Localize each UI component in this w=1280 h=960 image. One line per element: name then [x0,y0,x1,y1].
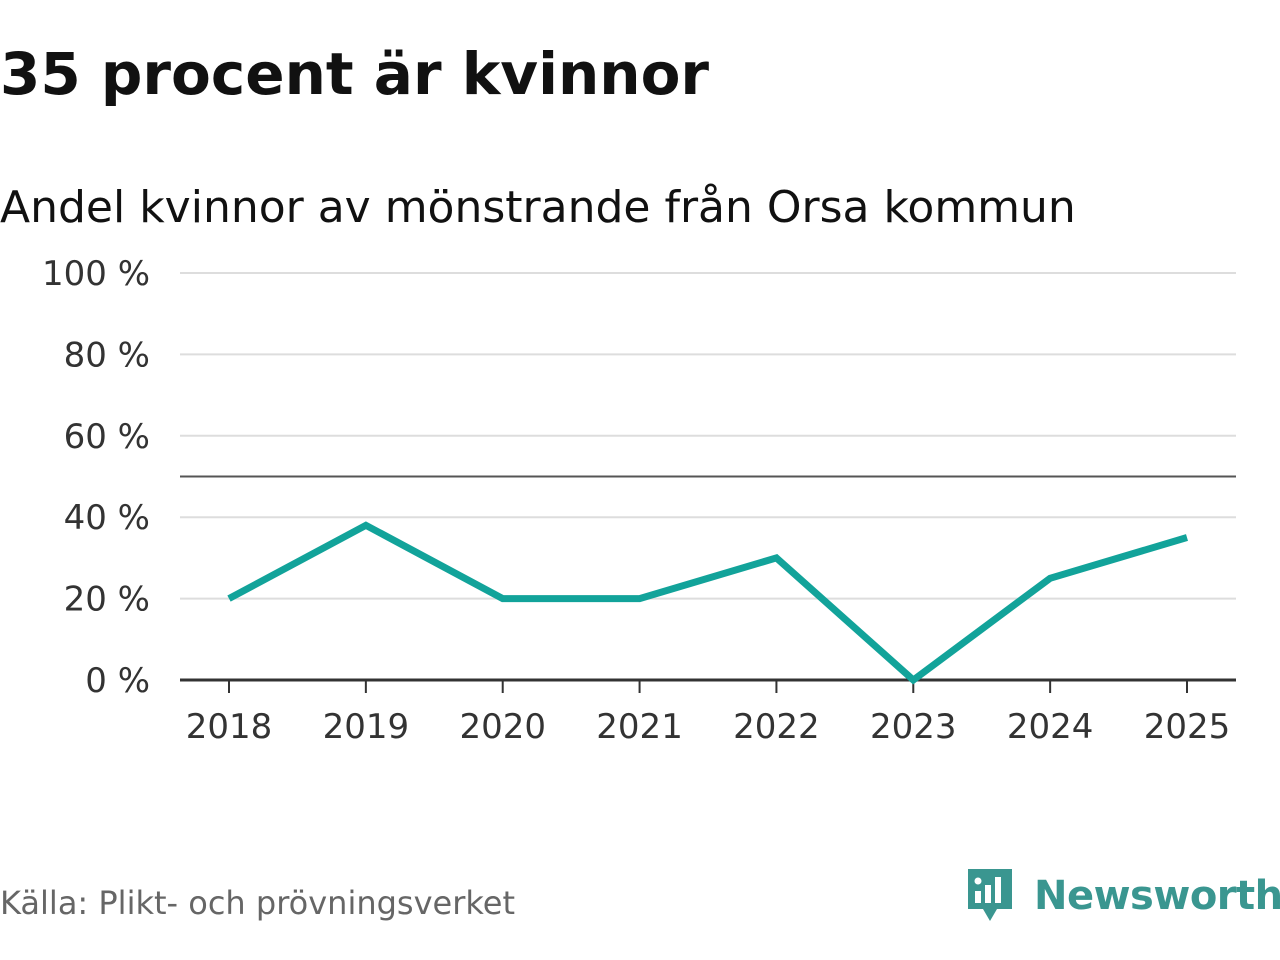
series-layer [227,521,1188,685]
newsworthy-logo-icon [968,869,1012,921]
x-tick-label: 2025 [1144,707,1231,747]
y-tick-label: 80 % [64,335,150,375]
series-line [227,521,1188,685]
source-note: Källa: Plikt- och prövningsverket [0,884,515,922]
y-tick-label: 40 % [64,498,150,538]
x-tick-label: 2023 [870,707,957,747]
x-tick-label: 2024 [1007,707,1094,747]
brand-logo[interactable]: Newsworthy [964,864,1280,928]
y-tick-labels: 0 % 20 % 40 % 60 % 80 % 100 % [42,254,150,701]
brand-name: Newsworthy [1034,873,1280,919]
y-tick-label: 20 % [64,580,150,620]
x-tick-label: 2019 [323,707,410,747]
chart-subtitle: Andel kvinnor av mönstrande från Orsa ko… [0,182,1076,233]
x-tick-labels: 2018 2019 2020 2021 2022 2023 2024 2025 [186,707,1231,747]
x-tick-label: 2022 [733,707,820,747]
chart-title: 35 procent är kvinnor [0,40,710,108]
y-tick-label: 100 % [42,254,150,294]
y-tick-label: 0 % [85,661,150,701]
x-tick-label: 2021 [596,707,683,747]
grid-layer [180,272,1236,600]
x-tick-label: 2020 [459,707,546,747]
y-tick-label: 60 % [64,417,150,457]
x-tick-label: 2018 [186,707,273,747]
axis-layer [180,678,1236,693]
